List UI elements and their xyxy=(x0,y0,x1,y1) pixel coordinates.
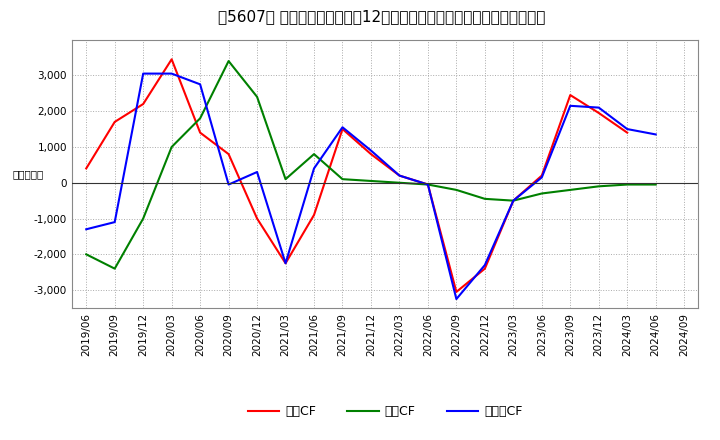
投資CF xyxy=(282,176,290,182)
投資CF xyxy=(423,182,432,187)
営業CF xyxy=(623,130,631,135)
フリーCF xyxy=(537,175,546,180)
営業CF xyxy=(110,119,119,125)
フリーCF xyxy=(225,182,233,187)
フリーCF xyxy=(82,227,91,232)
営業CF xyxy=(537,173,546,178)
投資CF xyxy=(509,198,518,203)
投資CF xyxy=(452,187,461,193)
フリーCF xyxy=(253,169,261,175)
営業CF xyxy=(395,173,404,178)
投資CF xyxy=(139,216,148,221)
投資CF xyxy=(537,191,546,196)
フリーCF xyxy=(167,71,176,76)
営業CF xyxy=(480,266,489,271)
フリーCF xyxy=(480,262,489,268)
営業CF xyxy=(167,57,176,62)
営業CF xyxy=(196,130,204,135)
営業CF xyxy=(225,151,233,157)
投資CF xyxy=(110,266,119,271)
フリーCF xyxy=(395,173,404,178)
営業CF xyxy=(509,198,518,203)
投資CF xyxy=(82,252,91,257)
投資CF xyxy=(366,178,375,183)
営業CF xyxy=(82,166,91,171)
Y-axis label: （百万円）: （百万円） xyxy=(12,169,44,179)
投資CF xyxy=(196,116,204,121)
フリーCF xyxy=(282,260,290,266)
フリーCF xyxy=(595,105,603,110)
投資CF xyxy=(395,180,404,185)
営業CF xyxy=(310,213,318,218)
投資CF xyxy=(623,182,631,187)
フリーCF xyxy=(452,297,461,302)
営業CF xyxy=(366,151,375,157)
営業CF xyxy=(139,101,148,106)
営業CF xyxy=(595,110,603,116)
営業CF xyxy=(282,260,290,266)
投資CF xyxy=(480,196,489,202)
投資CF xyxy=(566,187,575,193)
フリーCF xyxy=(423,182,432,187)
投資CF xyxy=(595,183,603,189)
営業CF xyxy=(338,126,347,132)
フリーCF xyxy=(196,82,204,87)
営業CF xyxy=(423,182,432,187)
フリーCF xyxy=(623,126,631,132)
投資CF xyxy=(310,151,318,157)
投資CF xyxy=(225,59,233,64)
営業CF xyxy=(253,216,261,221)
投資CF xyxy=(338,176,347,182)
フリーCF xyxy=(366,148,375,153)
フリーCF xyxy=(509,198,518,203)
投資CF xyxy=(167,144,176,150)
Line: 営業CF: 営業CF xyxy=(86,59,627,292)
フリーCF xyxy=(310,166,318,171)
フリーCF xyxy=(652,132,660,137)
フリーCF xyxy=(566,103,575,108)
投資CF xyxy=(652,182,660,187)
フリーCF xyxy=(110,220,119,225)
Legend: 営業CF, 投資CF, フリーCF: 営業CF, 投資CF, フリーCF xyxy=(243,400,528,423)
営業CF xyxy=(566,92,575,98)
フリーCF xyxy=(338,125,347,130)
フリーCF xyxy=(139,71,148,76)
Text: ［5607］ キャッシュフローの12か月移動合計の対前年同期増減額の推移: ［5607］ キャッシュフローの12か月移動合計の対前年同期増減額の推移 xyxy=(218,9,545,24)
営業CF xyxy=(452,289,461,294)
Line: 投資CF: 投資CF xyxy=(86,61,656,269)
Line: フリーCF: フリーCF xyxy=(86,73,656,299)
投資CF xyxy=(253,94,261,99)
